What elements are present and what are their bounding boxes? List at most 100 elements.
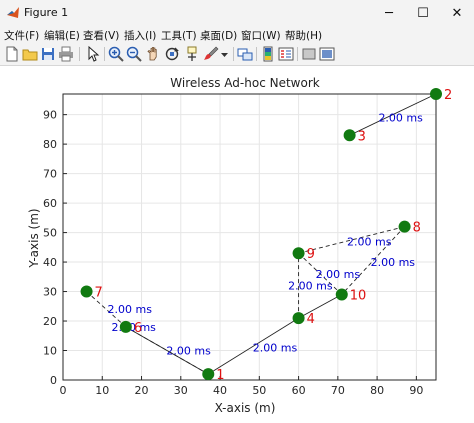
rotate-3d-icon[interactable] — [164, 46, 180, 62]
toolbar-separator — [297, 47, 298, 61]
print-icon[interactable] — [58, 46, 74, 62]
link-line-8-10 — [341, 226, 405, 295]
x-tick-label: 0 — [60, 384, 67, 397]
legend-icon[interactable] — [278, 46, 294, 62]
link-delay-label: 2.00 ms — [166, 345, 211, 358]
chart-title: Wireless Ad-hoc Network — [170, 76, 319, 90]
link-line-4-10 — [298, 294, 342, 319]
menu-desktop[interactable]: 桌面(D) — [200, 30, 238, 42]
link-line-7-6 — [86, 291, 127, 328]
y-tick-label: 20 — [43, 315, 57, 328]
x-tick-label: 40 — [213, 384, 227, 397]
network-chart: 0 10 20 30 40 50 60 70 80 90 0 10 20 30 40 50 60 70 80 90 2… — [27, 76, 453, 415]
link-delay-label: 2.00 ms — [316, 268, 361, 281]
toolbar-separator — [233, 47, 234, 61]
node-6 — [119, 320, 132, 333]
node-label-1: 1 — [216, 368, 224, 383]
save-icon[interactable] — [40, 46, 56, 62]
x-tick-label: 70 — [331, 384, 345, 397]
node-7 — [80, 285, 93, 298]
zoom-out-icon[interactable] — [126, 46, 142, 62]
zoom-in-icon[interactable] — [108, 46, 124, 62]
link-delay-label: 2.00 ms — [347, 235, 392, 248]
link-labels: 2.00 ms 2.00 ms 2.00 ms 2.00 ms 2.00 ms 2.00 … — [108, 112, 424, 358]
y-tick-label: 90 — [43, 109, 57, 122]
brush-icon[interactable] — [203, 46, 219, 62]
close-button[interactable]: ✕ — [440, 0, 474, 26]
menu-help[interactable]: 帮助(H) — [285, 30, 323, 42]
x-tick-label: 90 — [409, 384, 423, 397]
figure-canvas: 0 10 20 30 40 50 60 70 80 90 0 10 20 30 40 50 60 70 80 90 2… — [0, 66, 474, 419]
node-label-2: 2 — [444, 88, 452, 103]
x-tick-label: 80 — [370, 384, 384, 397]
x-tick-label: 50 — [252, 384, 266, 397]
link-delay-label: 2.00 ms — [378, 112, 423, 125]
menu-window[interactable]: 窗口(W) — [241, 30, 281, 42]
window-titlebar: Figure 1 ─ ☐ ✕ — [0, 0, 474, 26]
link-line-6-1 — [125, 326, 209, 375]
dropdown-arrow-icon[interactable] — [220, 46, 229, 62]
y-tick-label: 70 — [43, 168, 57, 181]
node-label-7: 7 — [95, 286, 103, 301]
new-figure-icon[interactable] — [4, 46, 20, 62]
link-line-9-8 — [298, 226, 405, 254]
node-label-3: 3 — [358, 129, 366, 144]
node-8 — [398, 220, 411, 233]
minimize-icon: ─ — [385, 5, 393, 21]
link-delay-label: 2.00 ms — [253, 342, 298, 355]
y-tick-label: 50 — [43, 227, 57, 240]
network-links — [86, 93, 437, 375]
x-tick-label: 20 — [135, 384, 149, 397]
open-file-icon[interactable] — [22, 46, 38, 62]
y-tick-label: 80 — [43, 138, 57, 151]
select-arrow-icon[interactable] — [85, 46, 101, 62]
menu-bar: 文件(F) 编辑(E) 查看(V) 插入(I) 工具(T) 桌面(D) 窗口(W… — [0, 26, 474, 43]
menu-file[interactable]: 文件(F) — [4, 30, 40, 42]
node-10 — [335, 288, 348, 301]
x-tick-label: 30 — [174, 384, 188, 397]
colorbar-icon[interactable] — [260, 46, 276, 62]
node-labels: 1 2 3 4 6 7 8 9 10 — [95, 88, 453, 383]
minimize-button[interactable]: ─ — [372, 0, 406, 26]
x-tick-label: 10 — [95, 384, 109, 397]
data-cursor-icon[interactable] — [184, 46, 200, 62]
x-tick-label: 60 — [292, 384, 306, 397]
menu-tools[interactable]: 工具(T) — [161, 30, 197, 42]
toolbar-separator — [104, 47, 105, 61]
link-delay-label: 2.00 ms — [371, 256, 416, 269]
link-line-1-4 — [208, 317, 299, 375]
figure-toolbar — [0, 43, 474, 66]
matlab-app-icon — [7, 7, 19, 18]
toolbar-separator — [256, 47, 257, 61]
link-plot-icon[interactable] — [237, 46, 253, 62]
node-label-8: 8 — [413, 221, 421, 236]
x-axis-label: X-axis (m) — [215, 401, 276, 415]
node-label-4: 4 — [307, 312, 315, 327]
axis-ticks: 0 10 20 30 40 50 60 70 80 90 0 10 20 30 40 50 60 70 80 90 — [43, 109, 423, 397]
y-tick-label: 40 — [43, 256, 57, 269]
y-tick-label: 30 — [43, 286, 57, 299]
y-tick-label: 10 — [43, 345, 57, 358]
node-4 — [292, 312, 305, 325]
window-title: Figure 1 — [24, 6, 69, 19]
y-tick-label: 0 — [50, 374, 57, 387]
node-label-9: 9 — [307, 247, 315, 262]
hide-plot-tools-icon[interactable] — [301, 46, 317, 62]
maximize-button[interactable]: ☐ — [406, 0, 440, 26]
axes-box — [62, 93, 437, 381]
y-axis-label: Y-axis (m) — [27, 208, 41, 268]
pan-icon[interactable] — [145, 46, 161, 62]
menu-view[interactable]: 查看(V) — [83, 30, 120, 42]
link-line-9-10 — [298, 252, 343, 295]
node-2 — [430, 88, 442, 100]
maximize-icon: ☐ — [417, 5, 429, 21]
node-label-6: 6 — [134, 321, 142, 336]
menu-edit[interactable]: 编辑(E) — [44, 30, 80, 42]
show-plot-tools-icon[interactable] — [319, 46, 335, 62]
toolbar-separator — [79, 47, 80, 61]
node-9 — [292, 247, 305, 260]
menu-insert[interactable]: 插入(I) — [124, 30, 157, 42]
node-label-10: 10 — [350, 288, 367, 303]
y-tick-label: 60 — [43, 197, 57, 210]
node-1 — [202, 368, 215, 381]
